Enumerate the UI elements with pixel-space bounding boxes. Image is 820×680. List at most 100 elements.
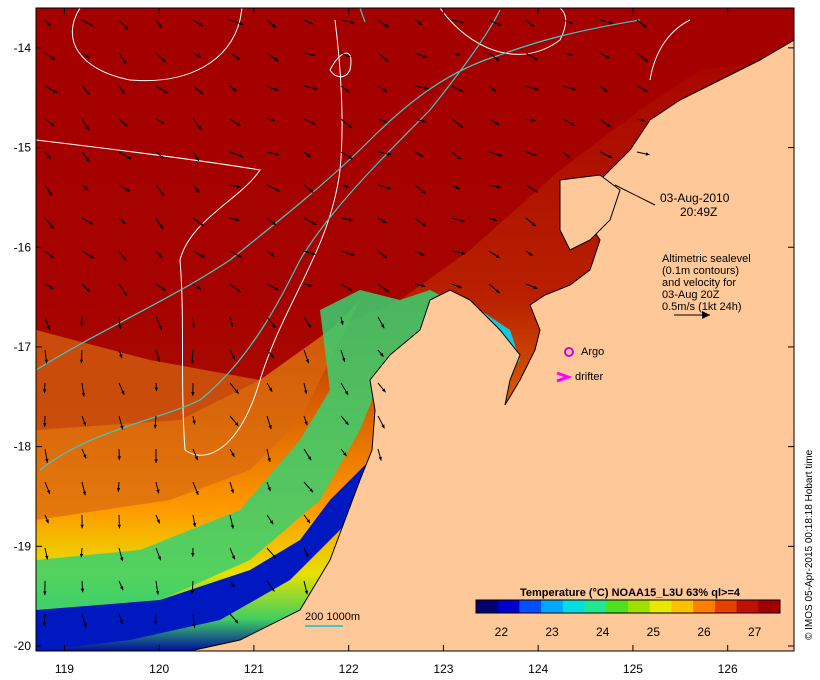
velocity-arrowhead (200, 222, 204, 227)
velocity-arrowhead (237, 254, 242, 258)
colorbar-tick-label: 24 (596, 625, 610, 639)
velocity-arrowhead (123, 122, 128, 127)
velocity-arrowhead (378, 456, 382, 461)
velocity-arrowhead (80, 322, 84, 327)
lat-tick-label: -15 (14, 141, 32, 155)
colorbar-swatch (497, 600, 520, 613)
velocity-arrowhead (51, 56, 56, 60)
velocity-arrowhead (570, 122, 575, 126)
velocity-arrowhead (420, 252, 425, 256)
velocity-arrowhead (347, 287, 352, 291)
colorbar-swatch (562, 600, 586, 613)
velocity-arrowhead (305, 553, 309, 558)
colorbar-swatch (714, 600, 738, 613)
velocity-arrowhead (308, 283, 313, 287)
velocity-arrowhead (157, 556, 162, 561)
altimetry-line: 03-Aug 20Z (662, 289, 720, 301)
velocity-arrowhead (342, 452, 347, 457)
velocity-arrowhead (231, 583, 235, 588)
velocity-arrowhead (568, 52, 573, 56)
velocity-arrowhead (46, 22, 51, 27)
velocity-arrowhead (275, 188, 280, 192)
velocity-arrowhead (303, 390, 308, 394)
velocity-arrowhead (533, 188, 538, 193)
velocity-arrowhead (645, 152, 650, 156)
velocity-arrowhead (609, 21, 614, 25)
velocity-arrowhead (160, 192, 165, 197)
velocity-arrowhead (80, 524, 84, 529)
velocity-arrowhead (198, 22, 203, 27)
velocity-arrowhead (161, 287, 166, 291)
lon-tick-label: 122 (339, 662, 359, 676)
colorbar-tick-label: 27 (748, 625, 762, 639)
credit-label: © IMOS 05-Apr-2015 00:18:18 Hobart time (804, 449, 815, 640)
velocity-arrowhead (121, 219, 126, 224)
velocity-arrowhead (271, 323, 276, 328)
velocity-arrowhead (385, 288, 390, 293)
velocity-arrowhead (421, 189, 426, 194)
velocity-arrowhead (309, 188, 314, 193)
velocity-arrowhead (455, 52, 460, 56)
velocity-arrowhead (120, 425, 124, 430)
velocity-arrowhead (642, 23, 647, 28)
velocity-arrowhead (119, 557, 124, 562)
velocity-arrowhead (348, 217, 353, 222)
velocity-arrowhead (155, 590, 160, 595)
velocity-arrowhead (268, 387, 273, 392)
velocity-arrowhead (313, 86, 318, 91)
velocity-arrowhead (230, 524, 235, 529)
velocity-arrowhead (83, 623, 87, 628)
velocity-arrowhead (89, 22, 94, 27)
colorbar-swatch (519, 600, 542, 613)
velocity-arrowhead (270, 587, 275, 592)
velocity-arrowhead (304, 590, 309, 595)
velocity-arrowhead (382, 254, 387, 259)
lon-tick-label: 124 (528, 662, 548, 676)
velocity-arrowhead (497, 22, 502, 26)
velocity-arrowhead (270, 118, 275, 122)
velocity-arrowhead (311, 251, 316, 256)
velocity-arrowhead (122, 256, 127, 261)
velocity-arrowhead (117, 524, 122, 529)
velocity-arrowhead (230, 322, 234, 327)
velocity-arrowhead (124, 26, 129, 30)
colorbar-tick-label: 26 (697, 625, 711, 639)
velocity-arrowhead (608, 154, 613, 158)
velocity-arrowhead (272, 23, 276, 28)
velocity-arrowhead (309, 488, 313, 493)
velocity-arrowhead (235, 389, 239, 394)
velocity-arrowhead (457, 155, 462, 160)
velocity-arrowhead (381, 388, 386, 393)
velocity-arrowhead (81, 392, 86, 397)
velocity-arrowhead (384, 23, 389, 28)
velocity-arrowhead (191, 324, 196, 329)
colorbar-tick-label: 22 (495, 625, 509, 639)
velocity-arrowhead (236, 288, 241, 293)
velocity-arrowhead (46, 325, 51, 330)
lat-tick-label: -20 (14, 639, 32, 653)
velocity-arrowhead (418, 21, 422, 25)
velocity-arrowhead (458, 285, 463, 289)
velocity-arrowhead (158, 325, 162, 330)
velocity-arrowhead (274, 87, 279, 92)
velocity-arrowhead (340, 320, 344, 325)
velocity-arrowhead (122, 60, 127, 65)
longitude-axis: 119 120 121 122 123 124 125 126 (55, 8, 738, 676)
velocity-arrowhead (231, 452, 235, 457)
velocity-arrowhead (49, 254, 54, 258)
velocity-arrowhead (460, 20, 465, 24)
velocity-arrowhead (160, 120, 165, 124)
velocity-arrowhead (190, 360, 195, 364)
velocity-arrowhead (195, 188, 200, 193)
velocity-arrowhead (127, 155, 132, 160)
colorbar-swatch (693, 600, 716, 613)
velocity-arrowhead (422, 54, 427, 58)
velocity-arrowhead (274, 57, 279, 62)
colorbar-frame (475, 599, 781, 614)
velocity-arrowhead (46, 154, 51, 159)
velocity-arrowhead (197, 54, 201, 58)
velocity-arrowhead (232, 87, 237, 92)
velocity-arrowhead (268, 424, 272, 429)
velocity-arrowhead (380, 324, 385, 329)
velocity-arrowhead (419, 153, 424, 157)
